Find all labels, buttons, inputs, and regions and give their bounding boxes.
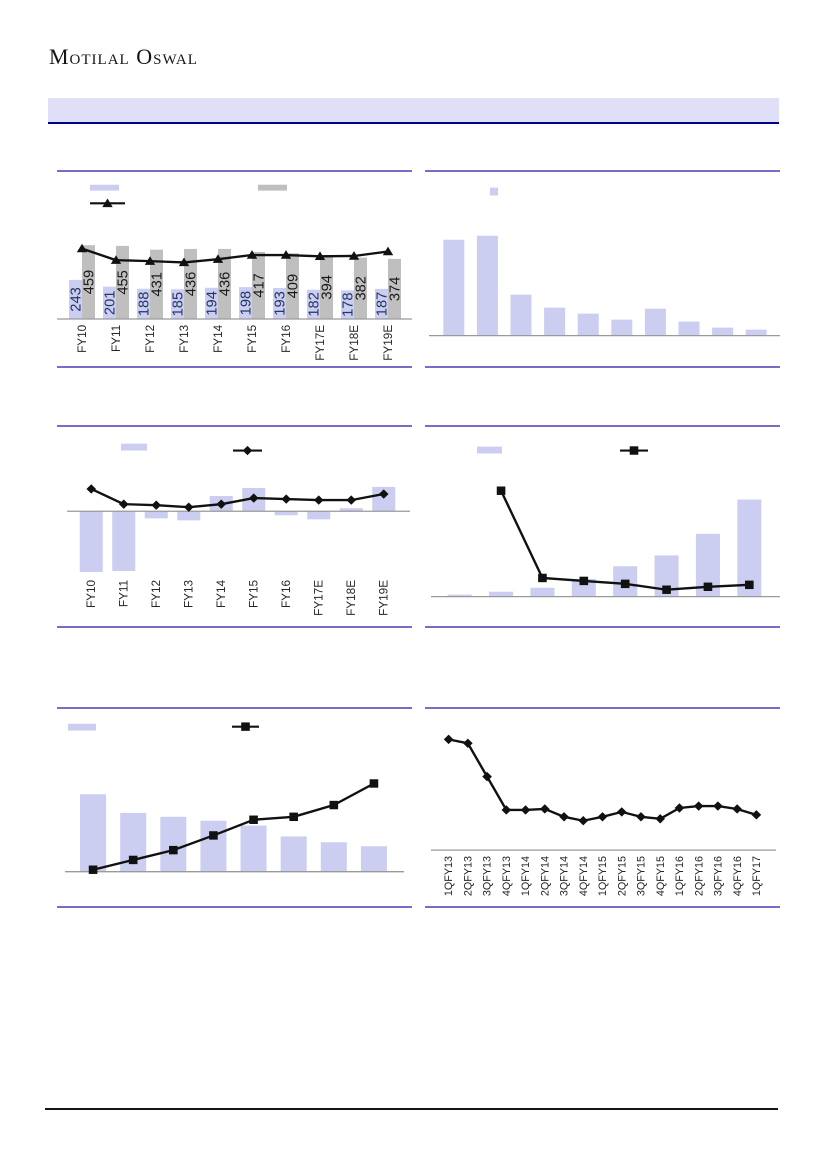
svg-text:436: 436: [183, 272, 199, 296]
svg-text:FY17E: FY17E: [312, 580, 326, 616]
svg-text:459: 459: [81, 270, 97, 294]
svg-text:FY18E: FY18E: [344, 580, 358, 616]
svg-text:2QFY16: 2QFY16: [693, 856, 705, 896]
svg-text:FY11: FY11: [109, 324, 123, 352]
svg-text:1QFY13: 1QFY13: [443, 856, 455, 896]
svg-text:4QFY14: 4QFY14: [578, 856, 590, 896]
chart-middle-left-canvas: FY10 FY11 FY12 FY13 FY14 FY15 FY16 FY17E FY18E FY…: [67, 443, 410, 616]
chart-panel-bottom-right: 1QFY13 2QFY13 3QFY13 4QFY13 1QFY14 2QFY14 3QFY…: [425, 707, 780, 908]
svg-text:3QFY16: 3QFY16: [712, 856, 724, 896]
svg-text:FY10: FY10: [75, 324, 89, 352]
svg-text:4QFY16: 4QFY16: [732, 856, 744, 896]
svg-text:FY14: FY14: [211, 324, 225, 352]
svg-text:FY13: FY13: [182, 580, 196, 608]
brand-logo: Motilal Oswal: [49, 44, 198, 69]
svg-text:FY14: FY14: [214, 580, 228, 608]
svg-text:FY19E: FY19E: [381, 325, 395, 361]
svg-text:436: 436: [217, 272, 233, 296]
svg-text:4QFY15: 4QFY15: [655, 856, 667, 896]
svg-text:185: 185: [170, 292, 186, 316]
svg-text:FY18E: FY18E: [347, 325, 361, 361]
svg-text:194: 194: [204, 291, 220, 315]
svg-text:431: 431: [149, 272, 165, 296]
svg-text:FY15: FY15: [247, 580, 261, 608]
svg-text:409: 409: [285, 274, 301, 298]
svg-text:FY19E: FY19E: [377, 580, 391, 616]
svg-text:1QFY14: 1QFY14: [520, 856, 532, 896]
svg-text:193: 193: [272, 291, 288, 315]
chart-panel-top-right: [425, 170, 780, 368]
svg-text:182: 182: [306, 292, 322, 316]
svg-text:243: 243: [68, 287, 84, 311]
svg-text:FY12: FY12: [143, 325, 157, 353]
svg-text:FY17E: FY17E: [313, 325, 327, 361]
svg-text:FY12: FY12: [149, 580, 163, 608]
chart-middle-right-canvas: [431, 446, 780, 598]
svg-text:2QFY13: 2QFY13: [462, 856, 474, 896]
svg-text:FY10: FY10: [84, 580, 98, 608]
svg-text:201: 201: [102, 291, 118, 315]
chart-panel-middle-left: FY10 FY11 FY12 FY13 FY14 FY15 FY16 FY17E FY18E FY…: [57, 425, 412, 628]
svg-text:4QFY13: 4QFY13: [501, 856, 513, 896]
footer-divider: [45, 1108, 778, 1110]
svg-text:374: 374: [387, 277, 403, 301]
svg-text:FY16: FY16: [279, 580, 293, 608]
chart-bottom-left-canvas: [65, 722, 404, 874]
svg-text:178: 178: [340, 292, 356, 316]
svg-text:455: 455: [115, 270, 131, 294]
svg-text:1QFY16: 1QFY16: [674, 856, 686, 896]
chart-top-left-canvas: 243 201 188 185 194 198 193 182 178 187 459 455 431 4…: [57, 184, 412, 361]
svg-text:FY16: FY16: [279, 324, 293, 352]
chart-top-right-canvas: [429, 187, 780, 337]
svg-text:188: 188: [136, 292, 152, 316]
svg-text:3QFY14: 3QFY14: [559, 856, 571, 896]
svg-text:3QFY15: 3QFY15: [636, 856, 648, 896]
svg-text:1QFY15: 1QFY15: [597, 856, 609, 896]
chart-bottom-right-canvas: 1QFY13 2QFY13 3QFY13 4QFY13 1QFY14 2QFY14 3QFY…: [431, 734, 776, 896]
svg-text:FY13: FY13: [177, 324, 191, 352]
svg-text:FY11: FY11: [117, 580, 131, 608]
svg-text:417: 417: [251, 273, 267, 297]
svg-text:2QFY14: 2QFY14: [539, 856, 551, 896]
svg-text:187: 187: [374, 292, 390, 316]
chart-panel-top-left: 243 201 188 185 194 198 193 182 178 187 459 455 431 4…: [57, 170, 412, 368]
svg-text:198: 198: [238, 291, 254, 315]
svg-text:2QFY15: 2QFY15: [616, 856, 628, 896]
svg-text:382: 382: [353, 276, 369, 300]
chart-panel-middle-right: [425, 425, 780, 628]
svg-text:1QFY17: 1QFY17: [751, 856, 763, 896]
chart-panel-bottom-left: [57, 707, 412, 908]
svg-text:394: 394: [319, 275, 335, 299]
svg-text:FY15: FY15: [245, 324, 259, 352]
svg-text:3QFY13: 3QFY13: [482, 856, 494, 896]
header-band: [48, 98, 779, 124]
